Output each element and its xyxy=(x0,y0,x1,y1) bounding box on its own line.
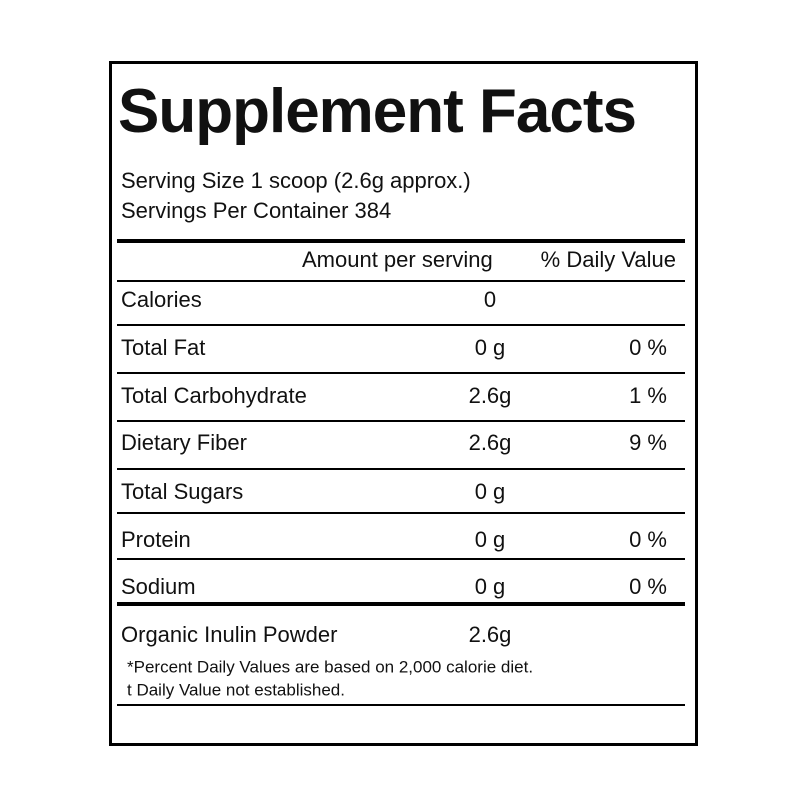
amount: 0 xyxy=(483,287,497,312)
daily-value: 0 % xyxy=(629,527,667,552)
amount: 0 g xyxy=(474,479,506,504)
title: Supplement Facts xyxy=(118,77,637,146)
nutrient-name: Total Carbohydrate xyxy=(121,383,307,408)
divider xyxy=(117,420,685,422)
nutrient-name: Organic Inulin Powder xyxy=(121,622,338,647)
nutrient-name: Total Fat xyxy=(121,335,206,360)
divider xyxy=(117,239,685,243)
amount: 0 g xyxy=(474,574,506,599)
nutrient-name: Protein xyxy=(121,527,191,552)
divider xyxy=(117,602,685,606)
divider xyxy=(117,372,685,374)
daily-value: 9 % xyxy=(629,430,667,455)
nutrient-name: Dietary Fiber xyxy=(121,430,247,455)
amount: 0 g xyxy=(474,527,506,552)
nutrient-name: Sodium xyxy=(121,574,196,599)
amount: 0 g xyxy=(474,335,506,360)
amount: 2.6g xyxy=(468,622,512,647)
footnote: *Percent Daily Values are based on 2,000… xyxy=(127,657,534,677)
serving-line: Servings Per Container 384 xyxy=(121,198,392,223)
divider xyxy=(117,558,685,560)
divider xyxy=(117,512,685,514)
header-daily-value: % Daily Value xyxy=(540,247,676,272)
daily-value: 1 % xyxy=(629,383,667,408)
divider xyxy=(117,704,685,706)
divider xyxy=(117,324,685,326)
label-box xyxy=(109,61,698,746)
divider xyxy=(117,468,685,470)
nutrient-name: Total Sugars xyxy=(121,479,244,504)
nutrient-name: Calories xyxy=(121,287,202,312)
amount: 2.6g xyxy=(468,430,512,455)
header-amount: Amount per serving xyxy=(302,247,493,272)
amount: 2.6g xyxy=(468,383,512,408)
serving-line: Serving Size 1 scoop (2.6g approx.) xyxy=(121,168,471,193)
daily-value: 0 % xyxy=(629,335,667,360)
daily-value: 0 % xyxy=(629,574,667,599)
footnote: t Daily Value not established. xyxy=(127,680,345,700)
divider xyxy=(117,280,685,282)
